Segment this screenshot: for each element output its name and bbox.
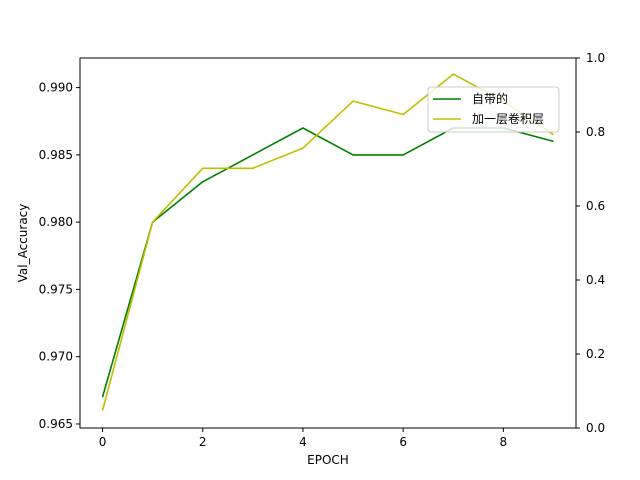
x-axis-label: EPOCH	[307, 453, 349, 467]
x-tick-label: 2	[199, 435, 207, 449]
y2-tick-label: 1.0	[586, 51, 605, 65]
plot-frame	[79, 57, 577, 429]
y-tick-label: 0.980	[39, 215, 73, 229]
y2-tick-label: 0.0	[586, 421, 605, 435]
y2-tick-label: 0.6	[586, 199, 605, 213]
x-tick-label: 8	[500, 435, 508, 449]
x-tick-label: 4	[299, 435, 307, 449]
series-line-1	[101, 127, 554, 398]
y-axis-label: Val_Accuracy	[16, 204, 30, 283]
y-tick-label: 0.965	[39, 417, 73, 431]
x-tick-label: 0	[99, 435, 107, 449]
y2-tick-label: 0.4	[586, 273, 605, 287]
y-tick-label: 0.975	[39, 282, 73, 296]
y2-tick-label: 0.2	[586, 347, 605, 361]
x-tick-label: 6	[399, 435, 407, 449]
y-tick-label: 0.985	[39, 148, 73, 162]
y-axis-ticks: 0.965 0.970 0.975 0.980 0.985 0.990	[39, 81, 80, 431]
legend-label-1: 自带的	[472, 91, 508, 106]
x-axis-ticks: 0 2 4 6 8	[99, 428, 507, 449]
y2-axis-ticks: 0.0 0.2 0.4 0.6 0.8 1.0	[576, 51, 605, 435]
y2-tick-label: 0.8	[586, 125, 605, 139]
y-tick-label: 0.970	[39, 350, 73, 364]
y-tick-label: 0.990	[39, 81, 73, 95]
legend-label-2: 加一层卷积层	[472, 111, 544, 126]
